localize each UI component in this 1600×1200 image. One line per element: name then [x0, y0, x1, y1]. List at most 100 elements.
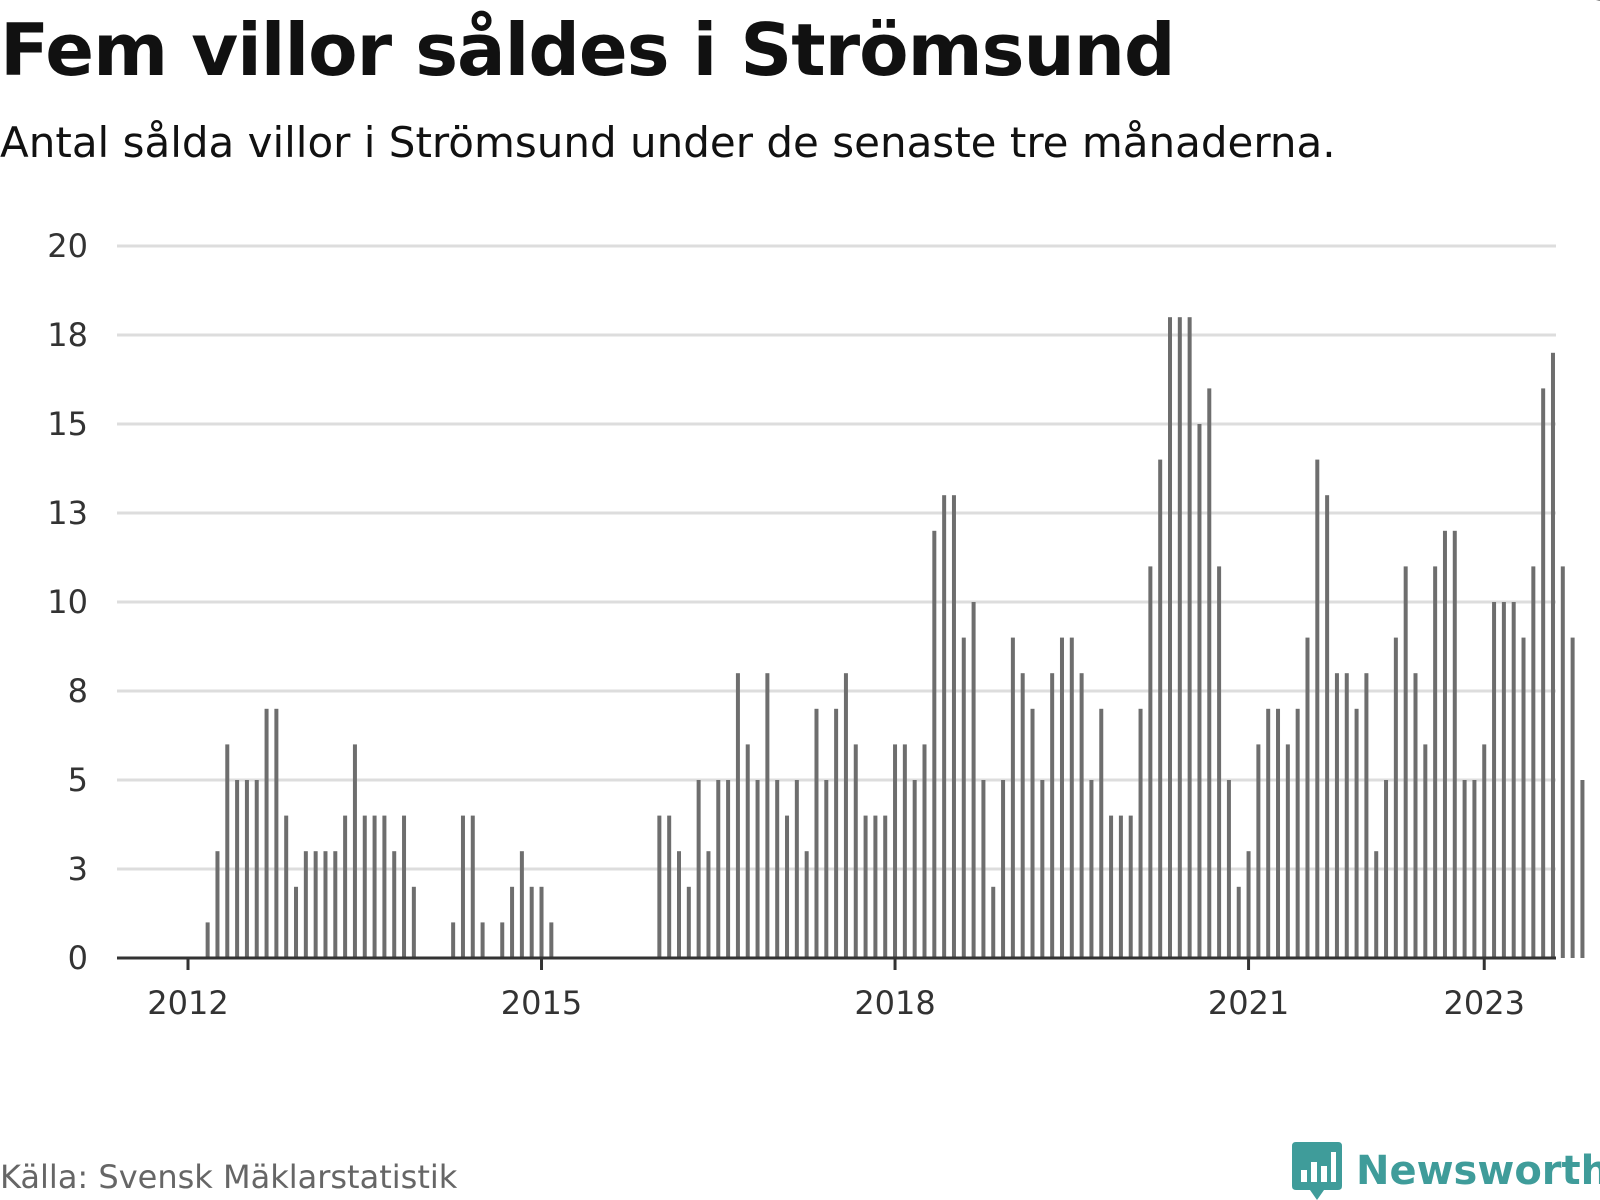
bar [951, 495, 956, 958]
bar [902, 744, 907, 958]
x-tick-label: 2018 [854, 984, 935, 1022]
data-labels: 5 [1588, 0, 1600, 12]
y-axis-tick-labels: 0 3 5 8 10 13 15 18 20 [47, 227, 88, 977]
bar [402, 815, 407, 958]
x-tick-label: 2015 [501, 984, 582, 1022]
bar [1236, 886, 1241, 958]
brand-logo: Newsworthy [1292, 1142, 1600, 1200]
bar [814, 708, 819, 958]
bar [863, 815, 868, 958]
bar [1109, 815, 1114, 958]
bar [254, 780, 259, 958]
bar [696, 780, 701, 958]
bar [1128, 815, 1133, 958]
bar [1118, 815, 1123, 958]
bar [1010, 637, 1015, 958]
bar [824, 780, 829, 958]
bar [294, 886, 299, 958]
bar [726, 780, 731, 958]
bar [1354, 708, 1359, 958]
x-tick-label: 2012 [147, 984, 228, 1022]
bar [1079, 673, 1084, 958]
bar [1305, 637, 1310, 958]
source-note: Källa: Svensk Mäklarstatistik [0, 1158, 458, 1196]
bar [1069, 637, 1074, 958]
bar [1462, 780, 1467, 958]
bar [323, 851, 328, 958]
bar [1541, 388, 1546, 958]
bar [352, 744, 357, 958]
bar [529, 886, 534, 958]
bar [1207, 388, 1212, 958]
bar [893, 744, 898, 958]
bar [460, 815, 465, 958]
bar [1148, 566, 1153, 958]
bar [961, 637, 966, 958]
bar [706, 851, 711, 958]
x-axis [117, 956, 1556, 970]
bar [765, 673, 770, 958]
bar [1511, 602, 1516, 958]
bar [1550, 352, 1555, 958]
bar [1560, 566, 1565, 958]
bar [274, 708, 279, 958]
bar [1413, 673, 1418, 958]
bar [1217, 566, 1222, 958]
bar [244, 780, 249, 958]
bar [343, 815, 348, 958]
bar [716, 780, 721, 958]
bar [451, 922, 456, 958]
bar [1295, 708, 1300, 958]
bar [1325, 495, 1330, 958]
bars [205, 317, 1585, 958]
bar [235, 780, 240, 958]
chart-subtitle: Antal sålda villor i Strömsund under de … [0, 118, 1336, 167]
bar [313, 851, 318, 958]
bar [1374, 851, 1379, 958]
bar [1315, 459, 1320, 958]
bar [1285, 744, 1290, 958]
chart-title: Fem villor såldes i Strömsund [0, 8, 1176, 92]
bar [470, 815, 475, 958]
bar [922, 744, 927, 958]
bar [303, 851, 308, 958]
y-tick-label: 0 [68, 939, 88, 977]
bar [284, 815, 289, 958]
y-tick-label: 18 [47, 316, 88, 354]
bar [775, 780, 780, 958]
y-tick-label: 10 [47, 583, 88, 621]
bar [1580, 780, 1585, 958]
bar [912, 780, 917, 958]
bar [382, 815, 387, 958]
bar [1050, 673, 1055, 958]
bar [883, 815, 888, 958]
highlight-value-label: 5 [1592, 0, 1600, 8]
bar [392, 851, 397, 958]
y-tick-label: 15 [47, 405, 88, 443]
bar [1256, 744, 1261, 958]
bar [981, 780, 986, 958]
bar [215, 851, 220, 958]
bar [755, 780, 760, 958]
bar [1158, 459, 1163, 958]
bar [735, 673, 740, 958]
bar [1364, 673, 1369, 958]
bar [1030, 708, 1035, 958]
bar [1423, 744, 1428, 958]
bar [1531, 566, 1536, 958]
bar [1099, 708, 1104, 958]
bar [745, 744, 750, 958]
bar [1570, 637, 1575, 958]
bar [1168, 317, 1172, 958]
bar [834, 708, 839, 958]
bar [1089, 780, 1094, 958]
x-tick-label: 2023 [1444, 984, 1525, 1022]
bar [843, 673, 848, 958]
bar [942, 495, 947, 958]
bar [333, 851, 338, 958]
bar [372, 815, 377, 958]
bar [1246, 851, 1251, 958]
bar [1276, 708, 1281, 958]
bar [794, 780, 799, 958]
bar [1020, 673, 1025, 958]
